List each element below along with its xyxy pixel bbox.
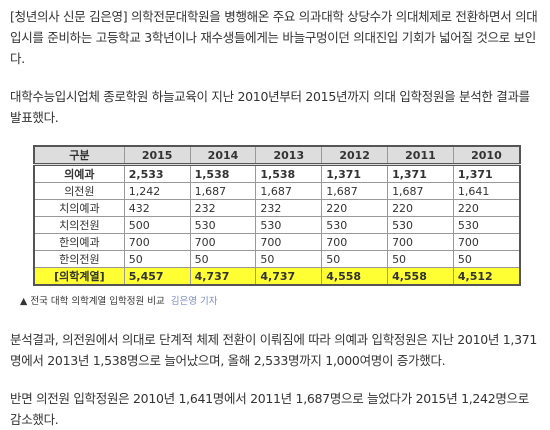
cell: 4,737 [255,267,323,286]
table-row: 치의예과 432 232 232 220 220 220 [33,199,521,217]
row-label: 한의전원 [33,250,125,268]
cell: 1,687 [255,182,323,200]
row-label: 한의예과 [33,233,125,251]
cell: 220 [321,199,389,217]
cell: 220 [387,199,454,217]
header-cell: 구분 [33,145,125,166]
admission-table: 구분 2015 2014 2013 2012 2011 2010 의예과 2,533 1,538 1… [33,145,521,286]
cell: 700 [452,233,521,251]
table-row: 한의전원 50 50 50 50 50 50 [33,250,521,268]
cell: 50 [387,250,454,268]
cell: 5,457 [123,267,191,286]
cell: 700 [255,233,323,251]
cell: 50 [123,250,191,268]
caption-credit: 김은영 기자 [170,296,218,307]
row-label: [의학계열] [33,267,125,286]
header-cell: 2012 [321,145,389,166]
cell: 1,538 [189,164,257,183]
cell: 1,371 [452,164,521,183]
paragraph: 대학수능입시업체 종로학원 하늘교육이 지난 2010년부터 2015년까지 의… [10,89,530,125]
cell: 4,737 [189,267,257,286]
cell: 1,242 [123,182,191,200]
cell: 700 [189,233,257,251]
paragraph: 반면 의전원 입학정원은 2010년 1,641명에서 2011년 1,687명… [10,391,529,427]
cell: 432 [123,199,191,217]
paragraph: 분석결과, 의전원에서 의대로 단계적 체제 전환이 이뤄짐에 따라 의예과 입… [10,332,538,368]
cell: 2,533 [123,164,191,183]
cell: 700 [123,233,191,251]
cell: 50 [452,250,521,268]
row-label: 치의예과 [33,199,125,217]
cell: 500 [123,216,191,234]
table-row: [의학계열] 5,457 4,737 4,737 4,558 4,558 4,512 [33,267,521,286]
cell: 50 [255,250,323,268]
cell: 232 [255,199,323,217]
cell: 1,687 [189,182,257,200]
cell: 530 [452,216,521,234]
cell: 530 [321,216,389,234]
table-row: 치의전원 500 530 530 530 530 530 [33,216,521,234]
cell: 4,558 [321,267,389,286]
cell: 232 [189,199,257,217]
cell: 1,371 [387,164,454,183]
cell: 220 [452,199,521,217]
caption: ▲ 전국 대학 의학계열 입학정원 비교 김은영 기자 [20,293,538,307]
header-cell: 2014 [189,145,257,166]
header-cell: 2011 [387,145,454,166]
caption-text: ▲ 전국 대학 의학계열 입학정원 비교 [20,296,165,307]
cell: 530 [255,216,323,234]
header-cell: 2015 [123,145,191,166]
cell: 1,538 [255,164,323,183]
cell: 4,512 [452,267,521,286]
cell: 530 [387,216,454,234]
header-cell: 2013 [255,145,323,166]
row-label: 치의전원 [33,216,125,234]
cell: 50 [189,250,257,268]
cell: 4,558 [387,267,454,286]
row-label: 의전원 [33,182,125,200]
cell: 530 [189,216,257,234]
cell: 50 [321,250,389,268]
header-row: 구분 2015 2014 2013 2012 2011 2010 [33,145,521,166]
cell: 1,641 [452,182,521,200]
header-cell: 2010 [452,145,521,166]
cell: 1,687 [321,182,389,200]
paragraph: [청년의사 신문 김은영] 의학전문대학원을 병행해온 주요 의과대학 상당수가… [10,9,538,66]
cell: 1,371 [321,164,389,183]
cell: 700 [387,233,454,251]
row-label: 의예과 [33,164,125,183]
table-row: 의전원 1,242 1,687 1,687 1,687 1,687 1,641 [33,182,521,200]
cell: 700 [321,233,389,251]
cell: 1,687 [387,182,454,200]
table-row: 한의예과 700 700 700 700 700 700 [33,233,521,251]
table-row: 의예과 2,533 1,538 1,538 1,371 1,371 1,371 [33,164,521,183]
